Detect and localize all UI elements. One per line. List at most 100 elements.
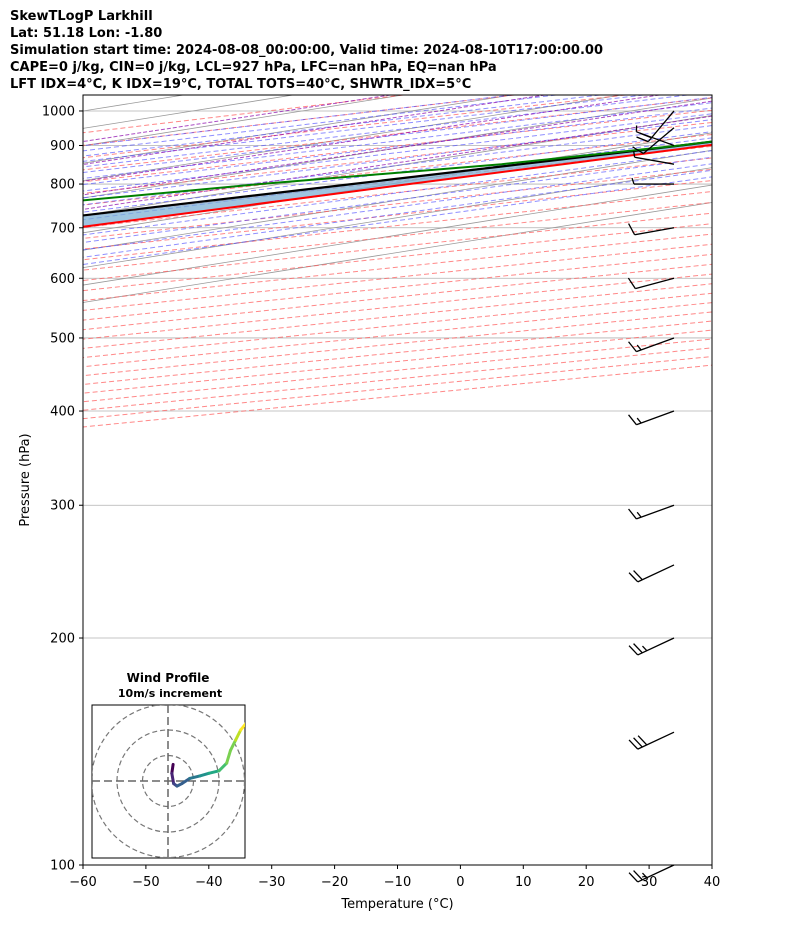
y-tick-label: 200 — [50, 632, 75, 647]
dewpoint-line — [83, 140, 712, 202]
indices-line-2: LFT IDX=4°C, K IDX=19°C, TOTAL TOTS=40°C… — [10, 77, 472, 92]
barb-flag — [628, 572, 639, 583]
y-tick-label: 500 — [50, 331, 75, 346]
y-tick-label: 800 — [50, 178, 75, 193]
time-text: Simulation start time: 2024-08-08_00:00:… — [10, 43, 603, 58]
x-tick-label: 0 — [456, 875, 464, 890]
barb-shaft — [637, 564, 675, 583]
hodograph-segment — [180, 776, 192, 786]
wind-barb — [628, 504, 675, 520]
barb-half-flag — [636, 417, 642, 424]
barb-shaft — [637, 731, 675, 750]
barb-flag — [633, 737, 643, 748]
moist-adiabat-line — [83, 95, 600, 157]
moist-adiabat-line — [83, 113, 712, 192]
moist-adiabat-line — [83, 107, 712, 186]
hodograph-subtitle: 10m/s increment — [118, 687, 222, 700]
hodograph-segment — [170, 771, 176, 786]
hodograph-segment — [234, 728, 243, 742]
chart-header: SkewTLogP Larkhill Lat: 51.18 Lon: -1.80… — [10, 8, 603, 93]
x-tick-label: 30 — [641, 875, 658, 890]
barb-half-flag — [636, 511, 642, 518]
y-tick-label: 600 — [50, 272, 75, 287]
wind-barb — [628, 637, 675, 656]
dry-adiabat-line — [83, 273, 712, 340]
dry-adiabat-line — [83, 263, 712, 331]
barb-shaft — [636, 131, 675, 147]
y-axis-label: Pressure (hPa) — [18, 433, 33, 526]
barb-shaft — [635, 277, 675, 290]
hodograph-segment — [228, 738, 238, 752]
moist-adiabat-line — [83, 95, 556, 152]
barb-shaft — [636, 504, 675, 520]
y-tick-label: 1000 — [42, 104, 75, 119]
x-tick-label: −10 — [384, 875, 411, 890]
barb-shaft — [637, 864, 675, 883]
hodograph-plot — [92, 705, 245, 858]
indices-line-1: CAPE=0 j/kg, CIN=0 j/kg, LCL=927 hPa, LF… — [10, 60, 497, 75]
hodograph-segment — [207, 769, 221, 775]
barb-half-flag — [641, 645, 648, 652]
wind-barb — [635, 125, 675, 147]
barb-flag — [628, 872, 639, 883]
x-tick-label: 40 — [704, 875, 721, 890]
dry-adiabat-line — [83, 253, 712, 321]
barb-shaft — [647, 110, 675, 143]
barb-flag — [628, 223, 636, 236]
y-tick-label: 400 — [50, 405, 75, 420]
barb-half-flag — [636, 344, 642, 351]
dry-adiabat-line — [83, 121, 712, 194]
x-tick-label: 10 — [515, 875, 532, 890]
isotherm-line — [83, 202, 712, 303]
axes: −60 −50 −40 −30 −20 −10 0 10 20 30 40 1000 900 800 700… — [18, 94, 721, 912]
barb-flag — [633, 643, 643, 654]
dry-adiabat-line — [83, 283, 712, 349]
wind-barb — [633, 150, 675, 165]
dry-adiabat-line — [83, 109, 712, 183]
mixing-ratio-line — [83, 95, 391, 143]
mixing-ratio-line — [83, 95, 660, 182]
x-tick-label: −60 — [69, 875, 96, 890]
barb-flag — [633, 570, 643, 581]
y-tick-label: 700 — [50, 221, 75, 236]
wind-barb — [632, 127, 675, 155]
wind-barb — [628, 223, 675, 236]
moist-adiabat-line — [83, 119, 712, 199]
wind-barb — [628, 864, 675, 883]
barb-shaft — [634, 227, 675, 236]
moist-adiabat-line — [83, 137, 712, 221]
isotherm-line — [0, 95, 74, 865]
dry-adiabat-line — [83, 95, 626, 159]
barb-flag — [632, 146, 644, 155]
y-tick-label: 300 — [50, 499, 75, 514]
isotherms — [0, 95, 712, 865]
moist-adiabat-line — [83, 95, 688, 168]
x-tick-label: −30 — [258, 875, 285, 890]
barb-half-flag — [633, 150, 636, 158]
barb-half-flag — [631, 177, 635, 185]
wind-barbs — [627, 110, 675, 883]
hodograph-segment — [170, 762, 175, 775]
wind-barb — [627, 277, 675, 290]
hodograph-segment — [198, 771, 211, 778]
barb-flag — [636, 136, 649, 143]
mixing-ratio-line — [83, 95, 545, 165]
isotherm-line — [83, 149, 712, 251]
barb-shaft — [634, 156, 675, 165]
barb-flag — [637, 735, 648, 746]
chart-title: SkewTLogP Larkhill — [10, 9, 153, 24]
barb-half-flag — [641, 872, 648, 879]
y-tick-label: 900 — [50, 139, 75, 154]
barb-flag — [628, 739, 639, 750]
x-tick-label: −50 — [132, 875, 159, 890]
wind-barb — [628, 337, 675, 353]
barb-flag — [628, 645, 639, 656]
moist-adiabat-line — [83, 131, 712, 213]
hodograph-segment — [188, 774, 202, 780]
wind-barb — [628, 564, 675, 583]
barb-flag — [628, 508, 637, 520]
barb-flag — [628, 341, 637, 353]
isotherm-line — [83, 132, 712, 234]
dry-adiabats — [83, 95, 712, 428]
wind-barb — [628, 410, 675, 426]
